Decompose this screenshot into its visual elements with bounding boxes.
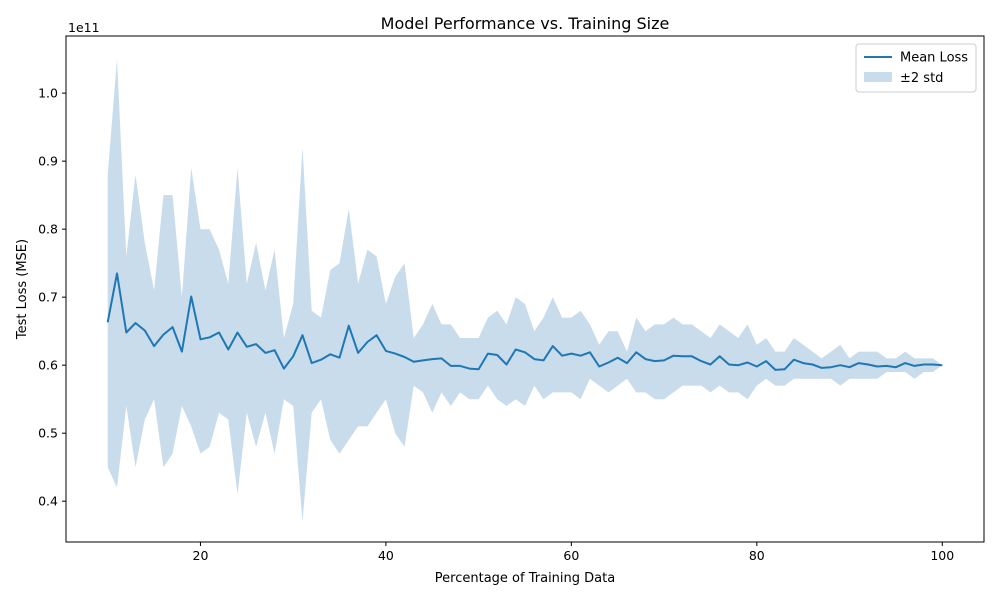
y-tick-label: 0.4 — [38, 494, 58, 509]
y-tick-label: 0.7 — [38, 290, 58, 305]
plot-frame — [65, 35, 985, 543]
y-tick-label: 0.8 — [38, 222, 58, 237]
y-axis-label: Test Loss (MSE) — [15, 239, 30, 340]
y-tick-label: 0.6 — [38, 358, 58, 373]
y-axis-ticks: 0.4 0.5 0.6 0.7 0.8 0.9 1.0 — [38, 86, 66, 509]
y-tick-label: 0.9 — [38, 154, 58, 169]
y-offset-label: 1e11 — [68, 20, 100, 35]
x-axis-ticks: 20 40 60 80 100 — [193, 542, 954, 563]
legend-swatch-std-band — [864, 72, 892, 82]
plot-area — [106, 59, 943, 522]
x-tick-label: 80 — [749, 548, 765, 563]
y-tick-label: 0.5 — [38, 426, 58, 441]
x-tick-label: 60 — [563, 548, 579, 563]
mean-loss-line — [106, 272, 943, 371]
y-tick-label: 1.0 — [38, 86, 58, 101]
std-band-layer — [107, 59, 943, 522]
chart-title: Model Performance vs. Training Size — [381, 14, 670, 33]
mean-line-layer — [106, 272, 943, 371]
std-band — [107, 59, 943, 522]
legend: Mean Loss ±2 std — [855, 43, 977, 93]
legend-label-mean-loss: Mean Loss — [900, 51, 968, 66]
x-tick-label: 100 — [930, 548, 954, 563]
legend-label-std-band: ±2 std — [900, 71, 943, 86]
x-axis-label: Percentage of Training Data — [435, 571, 615, 586]
x-tick-label: 40 — [378, 548, 394, 563]
x-tick-label: 20 — [193, 548, 209, 563]
